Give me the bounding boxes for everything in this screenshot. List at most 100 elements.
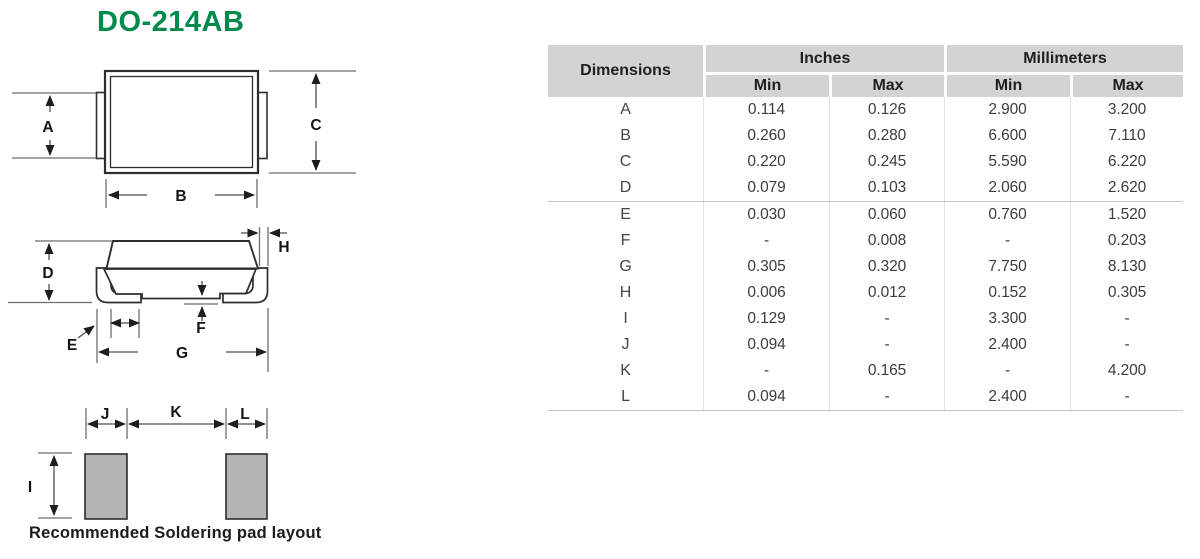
cell: 4.200 — [1070, 358, 1183, 384]
right-solder-pad — [225, 453, 268, 520]
left-solder-pad — [84, 453, 128, 520]
side-view: D H F E — [8, 227, 290, 372]
cell: - — [1070, 332, 1183, 358]
table-row: E 0.030 0.060 0.760 1.520 — [548, 202, 1183, 228]
dim-I: I — [28, 452, 72, 519]
table-row: I 0.129 - 3.300 - — [548, 306, 1183, 332]
cell: 0.305 — [703, 254, 829, 280]
cell: 7.750 — [944, 254, 1070, 280]
cell: E — [620, 206, 631, 223]
cell: 0.079 — [703, 175, 829, 201]
cell: 0.006 — [703, 280, 829, 306]
dim-A: A — [12, 92, 96, 159]
header-mm-max: Max — [1070, 72, 1183, 97]
dim-label-b: B — [175, 188, 186, 205]
cell: 0.220 — [703, 149, 829, 175]
cell: 0.203 — [1070, 228, 1183, 254]
dim-label-k: K — [170, 404, 182, 421]
cell: - — [1070, 384, 1183, 410]
dim-D: D — [8, 240, 112, 304]
cell: 2.400 — [944, 332, 1070, 358]
header-dimensions: Dimensions — [548, 45, 703, 97]
cell: 7.110 — [1070, 123, 1183, 149]
cell: 2.900 — [944, 97, 1070, 123]
cell: 3.200 — [1070, 97, 1183, 123]
dim-F: F — [184, 281, 218, 337]
dim-label-g: G — [176, 345, 188, 362]
cell: B — [620, 127, 631, 144]
dim-label-f: F — [196, 320, 205, 337]
cell: 0.126 — [829, 97, 944, 123]
cell: 6.220 — [1070, 149, 1183, 175]
table-row: C 0.220 0.245 5.590 6.220 — [548, 149, 1183, 175]
package-body-inner — [109, 75, 254, 169]
cell: 0.060 — [829, 202, 944, 228]
dim-label-l: L — [240, 406, 249, 423]
cell: L — [621, 388, 630, 405]
cell: 0.094 — [703, 384, 829, 410]
cell: 0.165 — [829, 358, 944, 384]
cell: 0.152 — [944, 280, 1070, 306]
cell: - — [1070, 306, 1183, 332]
table-row: L 0.094 - 2.400 - — [548, 384, 1183, 411]
cell: 0.012 — [829, 280, 944, 306]
dim-label-i: I — [28, 479, 32, 496]
cell: K — [620, 362, 631, 379]
dim-C: C — [269, 70, 356, 174]
dim-G: G — [96, 308, 269, 372]
cell: 0.030 — [703, 202, 829, 228]
dim-label-e: E — [67, 337, 77, 354]
cell: D — [619, 179, 632, 196]
cell: 0.260 — [703, 123, 829, 149]
pad-layout: J K L I — [28, 404, 268, 520]
table-row: D 0.079 0.103 2.060 2.620 — [548, 175, 1183, 202]
table-row: F - 0.008 - 0.203 — [548, 228, 1183, 254]
table-row: H 0.006 0.012 0.152 0.305 — [548, 280, 1183, 306]
dim-label-h: H — [278, 239, 289, 256]
table-header: Dimensions Inches Millimeters Min Max Mi… — [548, 45, 1183, 97]
cell: 0.245 — [829, 149, 944, 175]
table-row: K - 0.165 - 4.200 — [548, 358, 1183, 384]
header-inches-min: Min — [703, 72, 829, 97]
package-drawings: A C B — [8, 69, 356, 520]
cell: 2.060 — [944, 175, 1070, 201]
dim-label-a: A — [42, 119, 53, 136]
cell: H — [619, 284, 632, 301]
table-row: B 0.260 0.280 6.600 7.110 — [548, 123, 1183, 149]
cell: 0.320 — [829, 254, 944, 280]
dim-label-d: D — [42, 265, 53, 282]
cell: C — [619, 153, 632, 170]
table-row: G 0.305 0.320 7.750 8.130 — [548, 254, 1183, 280]
dim-E: E — [67, 309, 140, 354]
dim-B: B — [105, 179, 258, 208]
cell: 0.008 — [829, 228, 944, 254]
cell: - — [829, 384, 944, 410]
cell: 0.305 — [1070, 280, 1183, 306]
table-row: A 0.114 0.126 2.900 3.200 — [548, 97, 1183, 123]
cell: 0.114 — [703, 97, 829, 123]
cell: 0.280 — [829, 123, 944, 149]
cell: 6.600 — [944, 123, 1070, 149]
cell: F — [620, 232, 631, 249]
pad-layout-caption: Recommended Soldering pad layout — [29, 524, 322, 542]
cell: 1.520 — [1070, 202, 1183, 228]
cell: 2.400 — [944, 384, 1070, 410]
body-top — [105, 240, 260, 270]
cell: - — [703, 358, 829, 384]
cell: I — [623, 310, 628, 327]
cell: 5.590 — [944, 149, 1070, 175]
cell: J — [621, 336, 630, 353]
cell: - — [944, 358, 1070, 384]
cell: 0.094 — [703, 332, 829, 358]
header-mm-min: Min — [944, 72, 1070, 97]
dim-label-j: J — [101, 406, 110, 423]
page-title: DO-214AB — [97, 6, 245, 38]
body-lower — [102, 268, 258, 300]
top-view: A C B — [12, 69, 356, 208]
dimensions-table: Dimensions Inches Millimeters Min Max Mi… — [548, 45, 1183, 411]
cell: 0.129 — [703, 306, 829, 332]
cell: 0.760 — [944, 202, 1070, 228]
cell: - — [944, 228, 1070, 254]
header-millimeters: Millimeters — [944, 45, 1183, 72]
